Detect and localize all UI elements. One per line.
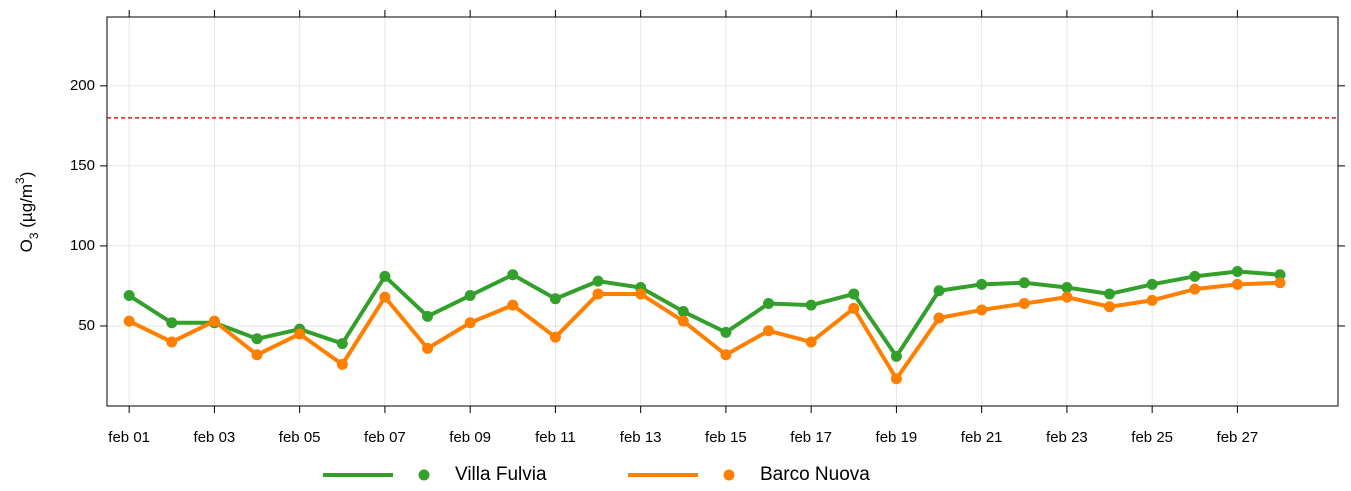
legend-label: Barco Nuova <box>760 464 870 485</box>
data-point <box>1274 269 1286 281</box>
data-point <box>1146 278 1158 290</box>
x-tick-label: feb 27 <box>1217 429 1259 446</box>
data-point <box>848 288 860 300</box>
x-tick-label: feb 11 <box>535 429 576 446</box>
y-label-part: (µg/m <box>17 184 36 233</box>
y-label-part: ) <box>17 172 36 178</box>
data-point <box>251 349 263 361</box>
data-point <box>336 358 348 370</box>
data-point <box>976 304 988 316</box>
series-line <box>128 269 1281 359</box>
data-point <box>294 328 306 340</box>
data-point <box>1018 298 1030 310</box>
data-point <box>336 338 348 350</box>
y-axis-label: O3 (µg/m3) <box>13 172 41 253</box>
y-tick-label: 200 <box>70 77 95 94</box>
data-point <box>890 373 902 385</box>
data-point <box>507 299 519 311</box>
x-tick-label: feb 03 <box>194 429 236 446</box>
y-tick-label: 150 <box>70 157 95 174</box>
data-point <box>464 290 476 302</box>
x-tick-label: feb 23 <box>1046 429 1088 446</box>
data-point <box>251 333 263 345</box>
y-label-part: O <box>17 239 36 252</box>
y-tick-label: 100 <box>70 237 95 254</box>
legend-point <box>418 469 430 481</box>
data-point <box>422 310 434 322</box>
data-point <box>507 269 519 281</box>
y-tick-label: 50 <box>78 317 95 334</box>
data-point <box>677 315 689 327</box>
legend-point <box>723 469 735 481</box>
data-point <box>933 285 945 297</box>
data-point <box>848 302 860 314</box>
legend-label: Villa Fulvia <box>455 464 547 485</box>
data-point <box>1018 277 1030 289</box>
data-point <box>166 336 178 348</box>
data-point <box>1274 277 1286 289</box>
x-tick-label: feb 05 <box>279 429 321 446</box>
data-point <box>763 298 775 310</box>
data-point <box>464 317 476 329</box>
x-tick-label: feb 13 <box>620 429 662 446</box>
data-point <box>677 306 689 318</box>
data-point <box>1104 301 1116 313</box>
data-point <box>763 325 775 337</box>
data-point <box>1189 283 1201 295</box>
data-point <box>1061 291 1073 303</box>
data-point <box>720 326 732 338</box>
data-point <box>1189 270 1201 282</box>
data-point <box>379 270 391 282</box>
data-point <box>720 349 732 361</box>
data-point <box>1231 266 1243 278</box>
data-point <box>379 291 391 303</box>
data-point <box>933 312 945 324</box>
data-point <box>1231 278 1243 290</box>
data-point <box>549 331 561 343</box>
x-tick-label: feb 01 <box>108 429 150 446</box>
x-tick-label: feb 17 <box>790 429 832 446</box>
x-tick-label: feb 25 <box>1131 429 1173 446</box>
x-tick-label: feb 07 <box>364 429 406 446</box>
data-point <box>422 342 434 354</box>
data-point <box>592 288 604 300</box>
data-point <box>805 299 817 311</box>
data-point <box>166 317 178 329</box>
data-point <box>1104 288 1116 300</box>
data-point <box>1146 294 1158 306</box>
data-point <box>123 290 135 302</box>
x-tick-label: feb 19 <box>876 429 918 446</box>
data-point <box>123 315 135 327</box>
plot-frame <box>106 16 1339 407</box>
data-point <box>976 278 988 290</box>
data-point <box>208 315 220 327</box>
x-tick-label: feb 09 <box>449 429 491 446</box>
data-point <box>1061 282 1073 294</box>
x-tick-label: feb 15 <box>705 429 747 446</box>
x-tick-label: feb 21 <box>961 429 1003 446</box>
y-label-sup: 3 <box>13 177 27 184</box>
data-point <box>805 336 817 348</box>
data-point <box>635 288 647 300</box>
data-point <box>549 293 561 305</box>
data-point <box>890 350 902 362</box>
y-label-sub: 3 <box>27 232 41 239</box>
series-line <box>128 280 1281 381</box>
data-point <box>592 275 604 287</box>
